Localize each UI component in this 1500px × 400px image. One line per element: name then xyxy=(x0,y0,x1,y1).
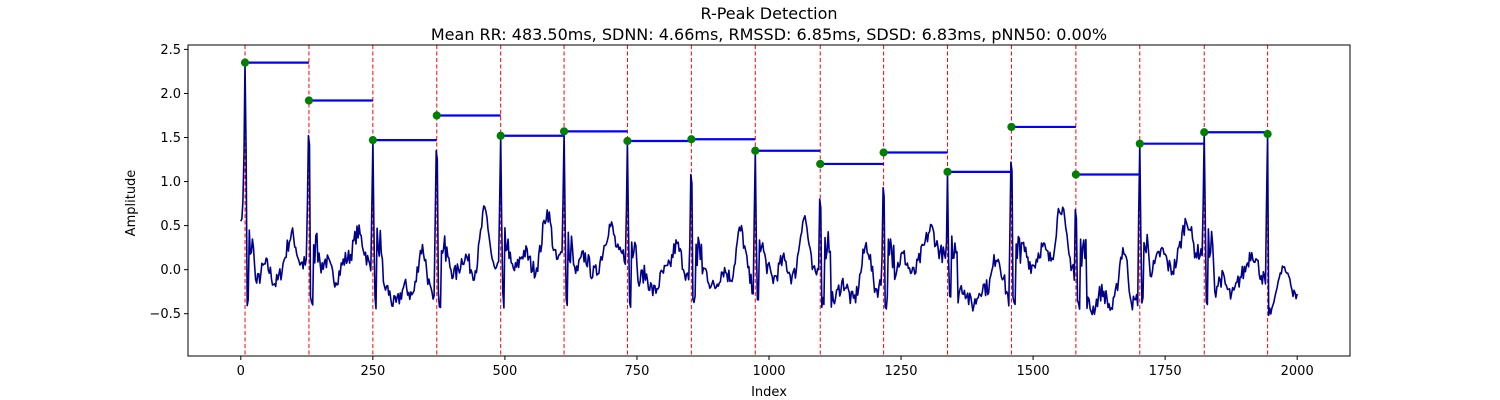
r-peak-marker xyxy=(240,58,250,67)
y-tick-label: 2.0 xyxy=(160,87,181,102)
y-tick-label: −0.5 xyxy=(149,307,181,322)
ecg-signal-line xyxy=(240,61,1298,317)
y-axis-label: Amplitude xyxy=(124,170,139,237)
chart-title: R-Peak Detection xyxy=(700,4,837,23)
r-peak-marker xyxy=(687,135,696,144)
x-tick-label: 1750 xyxy=(1149,364,1182,379)
x-tick-label: 1250 xyxy=(884,364,917,379)
x-tick-label: 1500 xyxy=(1017,364,1050,379)
x-tick-label: 500 xyxy=(492,364,517,379)
x-axis-ticks: 0 250 500 750 1000 1250 1500 1750 2000 xyxy=(237,356,1314,379)
y-tick-label: 0.5 xyxy=(160,219,181,234)
r-peak-marker xyxy=(304,96,314,105)
x-tick-label: 0 xyxy=(237,364,245,379)
r-peak-marker xyxy=(1263,129,1272,139)
r-peak-marker xyxy=(1071,170,1080,179)
y-tick-label: 2.5 xyxy=(160,43,181,58)
r-peak-marker xyxy=(879,148,888,157)
r-peak-marker xyxy=(496,131,505,140)
rr-segments xyxy=(245,61,1268,176)
y-tick-label: 0.0 xyxy=(160,263,181,278)
r-peak-marker xyxy=(751,146,760,155)
peak-markers xyxy=(240,58,1272,179)
r-peak-marker xyxy=(1007,122,1016,132)
r-peak-marker xyxy=(559,127,569,136)
y-tick-label: 1.5 xyxy=(160,131,181,146)
r-peak-marker xyxy=(432,111,441,120)
x-tick-label: 1000 xyxy=(752,364,785,379)
x-tick-label: 250 xyxy=(360,364,385,379)
y-tick-label: 1.0 xyxy=(160,175,181,190)
x-tick-label: 2000 xyxy=(1281,364,1314,379)
r-peak-marker xyxy=(943,167,952,176)
x-axis-label: Index xyxy=(751,385,787,400)
x-tick-label: 750 xyxy=(625,364,650,379)
r-peak-marker xyxy=(623,136,632,146)
r-peak-marker xyxy=(1135,139,1144,148)
r-peak-marker xyxy=(1200,128,1209,137)
plot-area xyxy=(187,44,1351,357)
chart-subtitle: Mean RR: 483.50ms, SDNN: 4.66ms, RMSSD: … xyxy=(431,25,1107,44)
y-axis-ticks: −0.5 0.0 0.5 1.0 1.5 2.0 2.5 xyxy=(149,43,188,322)
r-peak-marker xyxy=(368,136,377,145)
r-peak-marker xyxy=(816,159,825,169)
signal-group xyxy=(240,61,1298,317)
